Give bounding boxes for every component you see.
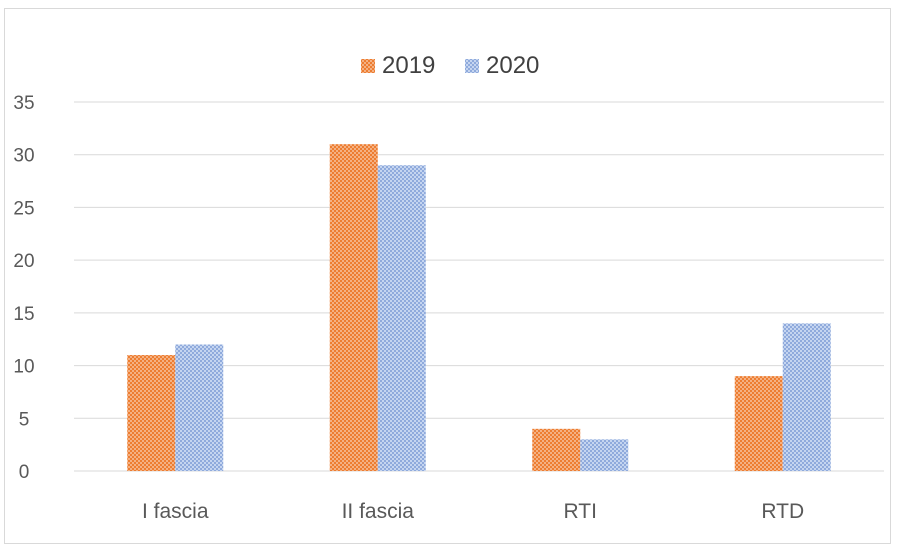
y-tick-label: 20 bbox=[13, 251, 34, 272]
bar-2019-ii-fascia bbox=[329, 144, 378, 471]
legend: 2019 2020 bbox=[361, 52, 539, 79]
y-tick-label: 10 bbox=[13, 357, 34, 378]
bars bbox=[127, 144, 831, 471]
x-tick-label: I fascia bbox=[142, 500, 209, 523]
x-axis: I fascia II fascia RTI RTD bbox=[142, 500, 804, 523]
y-tick-label: 5 bbox=[19, 409, 30, 430]
legend-label: 2020 bbox=[486, 52, 539, 79]
y-tick-label: 15 bbox=[13, 304, 34, 325]
y-tick-label: 0 bbox=[19, 462, 30, 483]
legend-label: 2019 bbox=[382, 52, 435, 79]
x-tick-label: RTI bbox=[564, 500, 597, 523]
bar-2020-i-fascia bbox=[175, 344, 224, 471]
y-tick-label: 25 bbox=[13, 198, 34, 219]
bar-2019-rtd bbox=[734, 376, 783, 471]
legend-swatch bbox=[465, 59, 479, 73]
legend-swatch bbox=[361, 59, 375, 73]
bar-2020-rtd bbox=[782, 323, 831, 471]
y-tick-label: 35 bbox=[13, 93, 34, 114]
x-tick-label: II fascia bbox=[342, 500, 415, 523]
y-tick-label: 30 bbox=[13, 146, 34, 167]
bar-2019-rti bbox=[532, 428, 581, 471]
x-tick-label: RTD bbox=[761, 500, 804, 523]
bar-2020-ii-fascia bbox=[377, 165, 426, 471]
bar-2019-i-fascia bbox=[127, 355, 176, 471]
y-axis: 0 5 10 15 20 25 30 35 bbox=[13, 93, 34, 483]
bar-2020-rti bbox=[580, 439, 629, 471]
